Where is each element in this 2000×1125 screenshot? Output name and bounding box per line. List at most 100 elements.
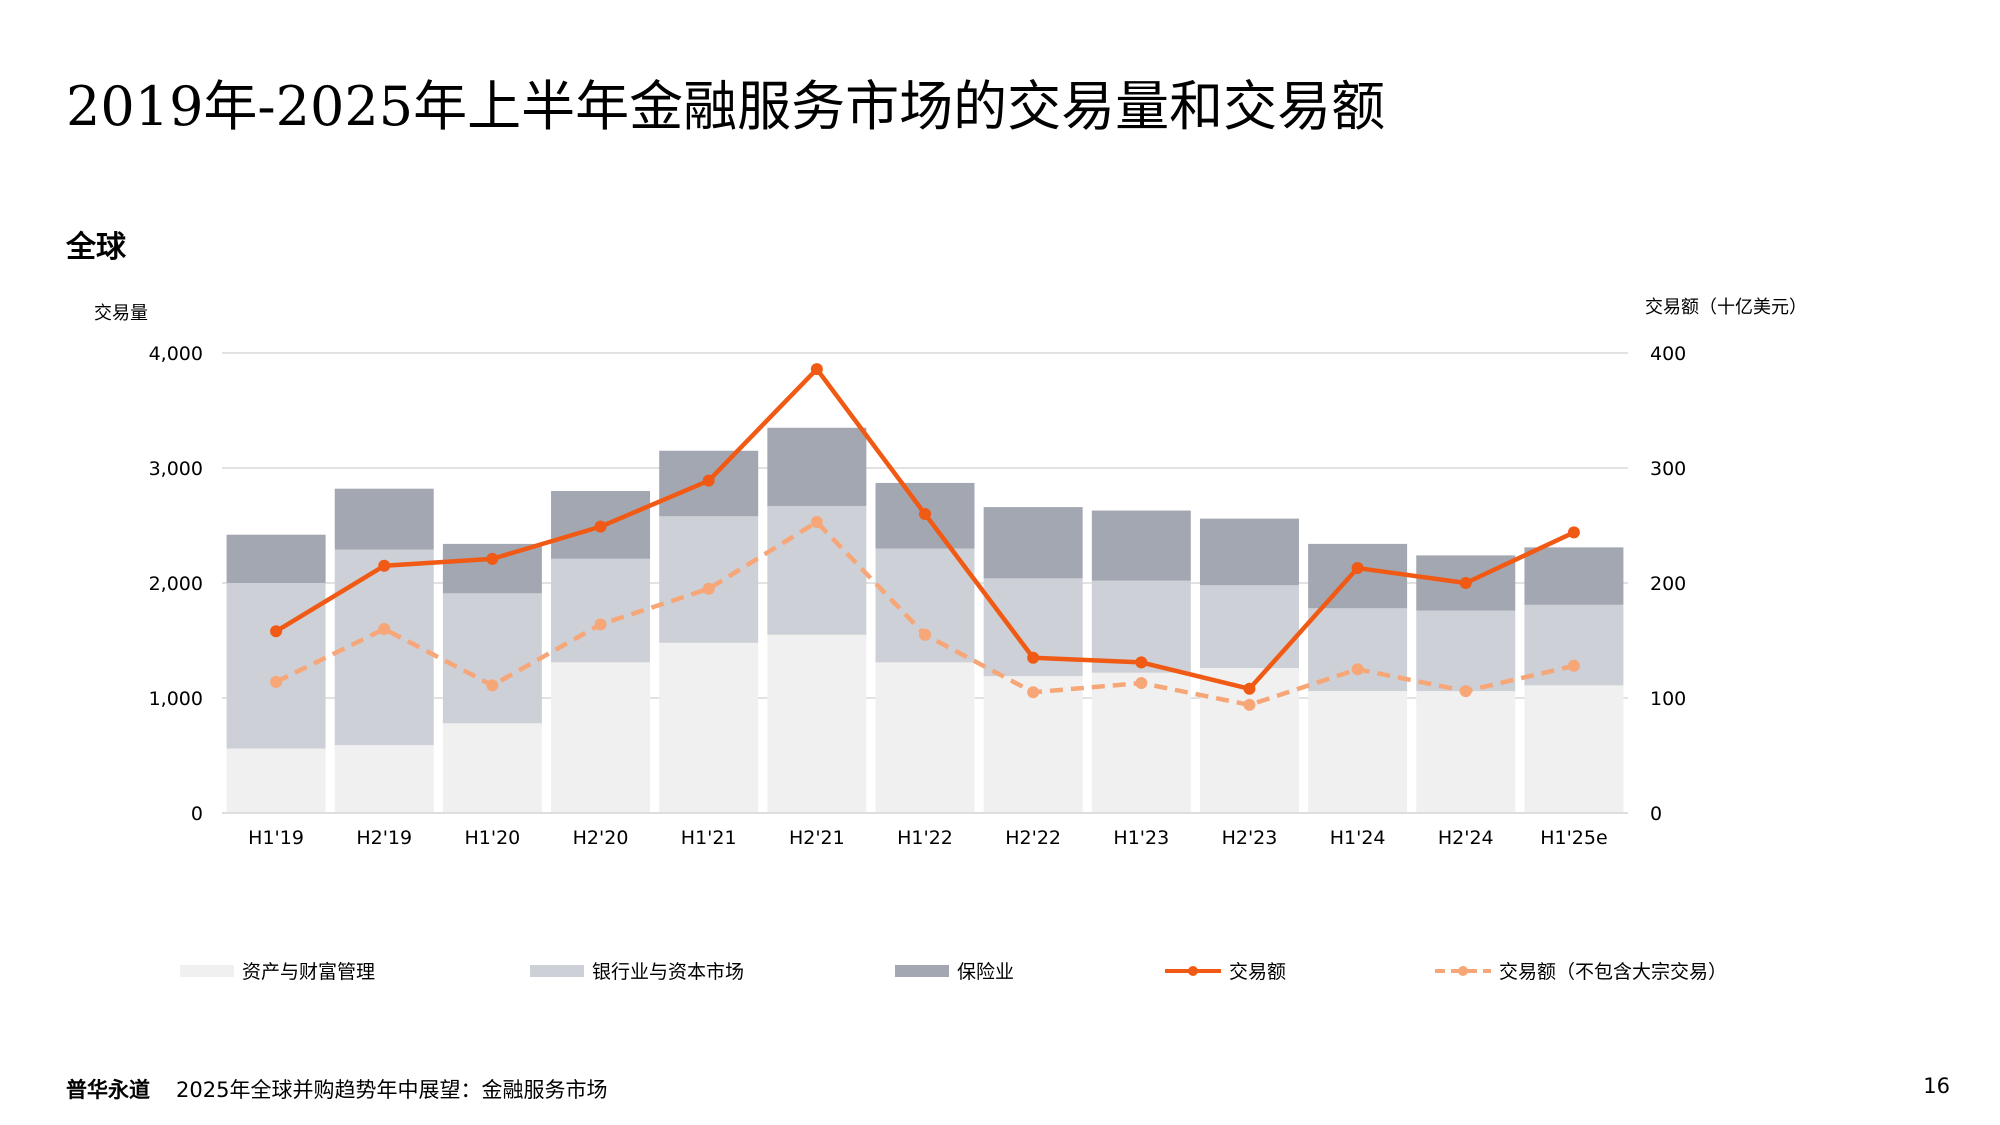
x-tick-label: H2'22 [1005,827,1061,849]
point-value [270,625,283,638]
x-tick-label: H1'25e [1540,827,1607,849]
legend-item-value: 交易额 [1165,957,1286,984]
footer-brand: 普华永道 [66,1078,150,1102]
bar-banking [875,548,975,663]
bar-asset-wealth [1524,685,1624,813]
point-value [378,559,391,572]
point-value-excl-block [486,679,499,692]
bar-insurance [767,427,867,506]
legend-label-insurance: 保险业 [957,961,1015,983]
bar-asset-wealth [659,642,759,813]
right-tick-label: 100 [1650,688,1686,710]
bar-banking [1308,608,1408,692]
point-value-excl-block [1351,663,1364,676]
bar-insurance [442,543,542,594]
bar-asset-wealth [983,676,1083,813]
legend-line-value-excl [1435,965,1491,976]
point-value-excl-block [378,623,391,635]
bar-asset-wealth [875,662,975,813]
left-tick-label: 3,000 [149,458,203,480]
left-tick-label: 0 [191,803,203,825]
legend-item-asset-wealth: 资产与财富管理 [180,957,375,984]
left-tick-label: 2,000 [149,573,203,595]
point-value [1243,682,1256,695]
point-value-excl-block [702,582,715,595]
legend-label-banking: 银行业与资本市场 [592,961,745,983]
x-tick-label: H1'19 [248,827,304,849]
bar-banking [1199,585,1299,669]
x-tick-label: H2'24 [1438,827,1494,849]
legend-label-value-excl: 交易额（不包含大宗交易） [1499,961,1728,983]
bar-asset-wealth [442,723,542,813]
x-tick-label: H2'23 [1222,827,1278,849]
bar-insurance [334,488,434,550]
point-value [486,552,499,565]
x-tick-label: H2'21 [789,827,845,849]
region-label: 全球 [66,230,126,265]
bar-asset-wealth [334,745,434,813]
x-tick-label: H2'19 [356,827,412,849]
x-tick-label: H1'22 [897,827,953,849]
legend-item-banking: 银行业与资本市场 [530,957,744,984]
point-value [1459,577,1472,589]
bar-insurance [226,534,326,583]
point-value-excl-block [270,675,283,688]
page-title: 2019年-2025年上半年金融服务市场的交易量和交易额 [66,75,1386,138]
legend-swatch-banking [530,964,584,977]
legend-line-value [1165,965,1221,976]
bar-asset-wealth [1308,691,1408,813]
point-value-excl-block [919,628,931,641]
legend-item-value-excl: 交易额（不包含大宗交易） [1435,957,1727,984]
footer-text: 2025年全球并购趋势年中展望：金融服务市场 [176,1078,608,1102]
point-value-excl-block [1135,677,1148,690]
bar-asset-wealth [767,634,867,813]
x-tick-label: H2'20 [573,827,629,849]
right-tick-label: 400 [1650,343,1686,365]
point-value [810,363,823,376]
chart-legend: 资产与财富管理 银行业与资本市场 保险业 交易额 交易额（不包含大宗交易） [0,957,2000,987]
bar-banking [442,593,542,724]
right-tick-label: 200 [1650,573,1686,595]
left-axis-title: 交易量 [94,303,148,324]
x-tick-label: H1'20 [464,827,520,849]
point-value-excl-block [1567,659,1580,672]
point-value-excl-block [1027,686,1040,699]
legend-swatch-insurance [895,964,949,977]
bar-banking [551,558,651,663]
point-value [1567,526,1580,539]
bar-insurance [983,507,1083,579]
bar-insurance [1091,510,1191,581]
point-value-excl-block [810,516,823,529]
bar-asset-wealth [1416,691,1516,813]
left-tick-label: 1,000 [149,688,203,710]
bar-insurance [1308,543,1408,609]
left-tick-label: 4,000 [149,343,203,365]
point-value [1135,656,1148,669]
combo-chart: 0 1,000 2,000 3,000 4,000 0 100 200 300 400 交易量 交易额… [94,297,1807,849]
bar-banking [659,516,759,643]
point-value [1027,651,1040,664]
point-value [702,474,715,487]
point-value [1351,562,1364,575]
legend-label-value: 交易额 [1229,961,1287,983]
point-value-excl-block [1459,685,1472,698]
point-value-excl-block [594,618,607,631]
x-tick-label: H1'23 [1113,827,1169,849]
x-tick-label: H1'24 [1330,827,1386,849]
bar-asset-wealth [551,662,651,813]
bar-banking [1524,604,1624,686]
bar-asset-wealth [226,748,326,813]
right-tick-label: 300 [1650,458,1686,480]
right-tick-label: 0 [1650,803,1662,825]
page-number: 16 [1923,1074,1950,1098]
point-value-excl-block [1243,698,1256,711]
x-tick-label: H1'21 [681,827,737,849]
point-value [594,520,607,533]
legend-swatch-asset-wealth [180,964,234,977]
point-value [919,508,931,520]
legend-item-insurance: 保险业 [895,957,1014,984]
bar-insurance [1524,547,1624,605]
bar-asset-wealth [1091,672,1191,813]
bar-insurance [1199,518,1299,586]
bar-banking [1416,610,1516,692]
